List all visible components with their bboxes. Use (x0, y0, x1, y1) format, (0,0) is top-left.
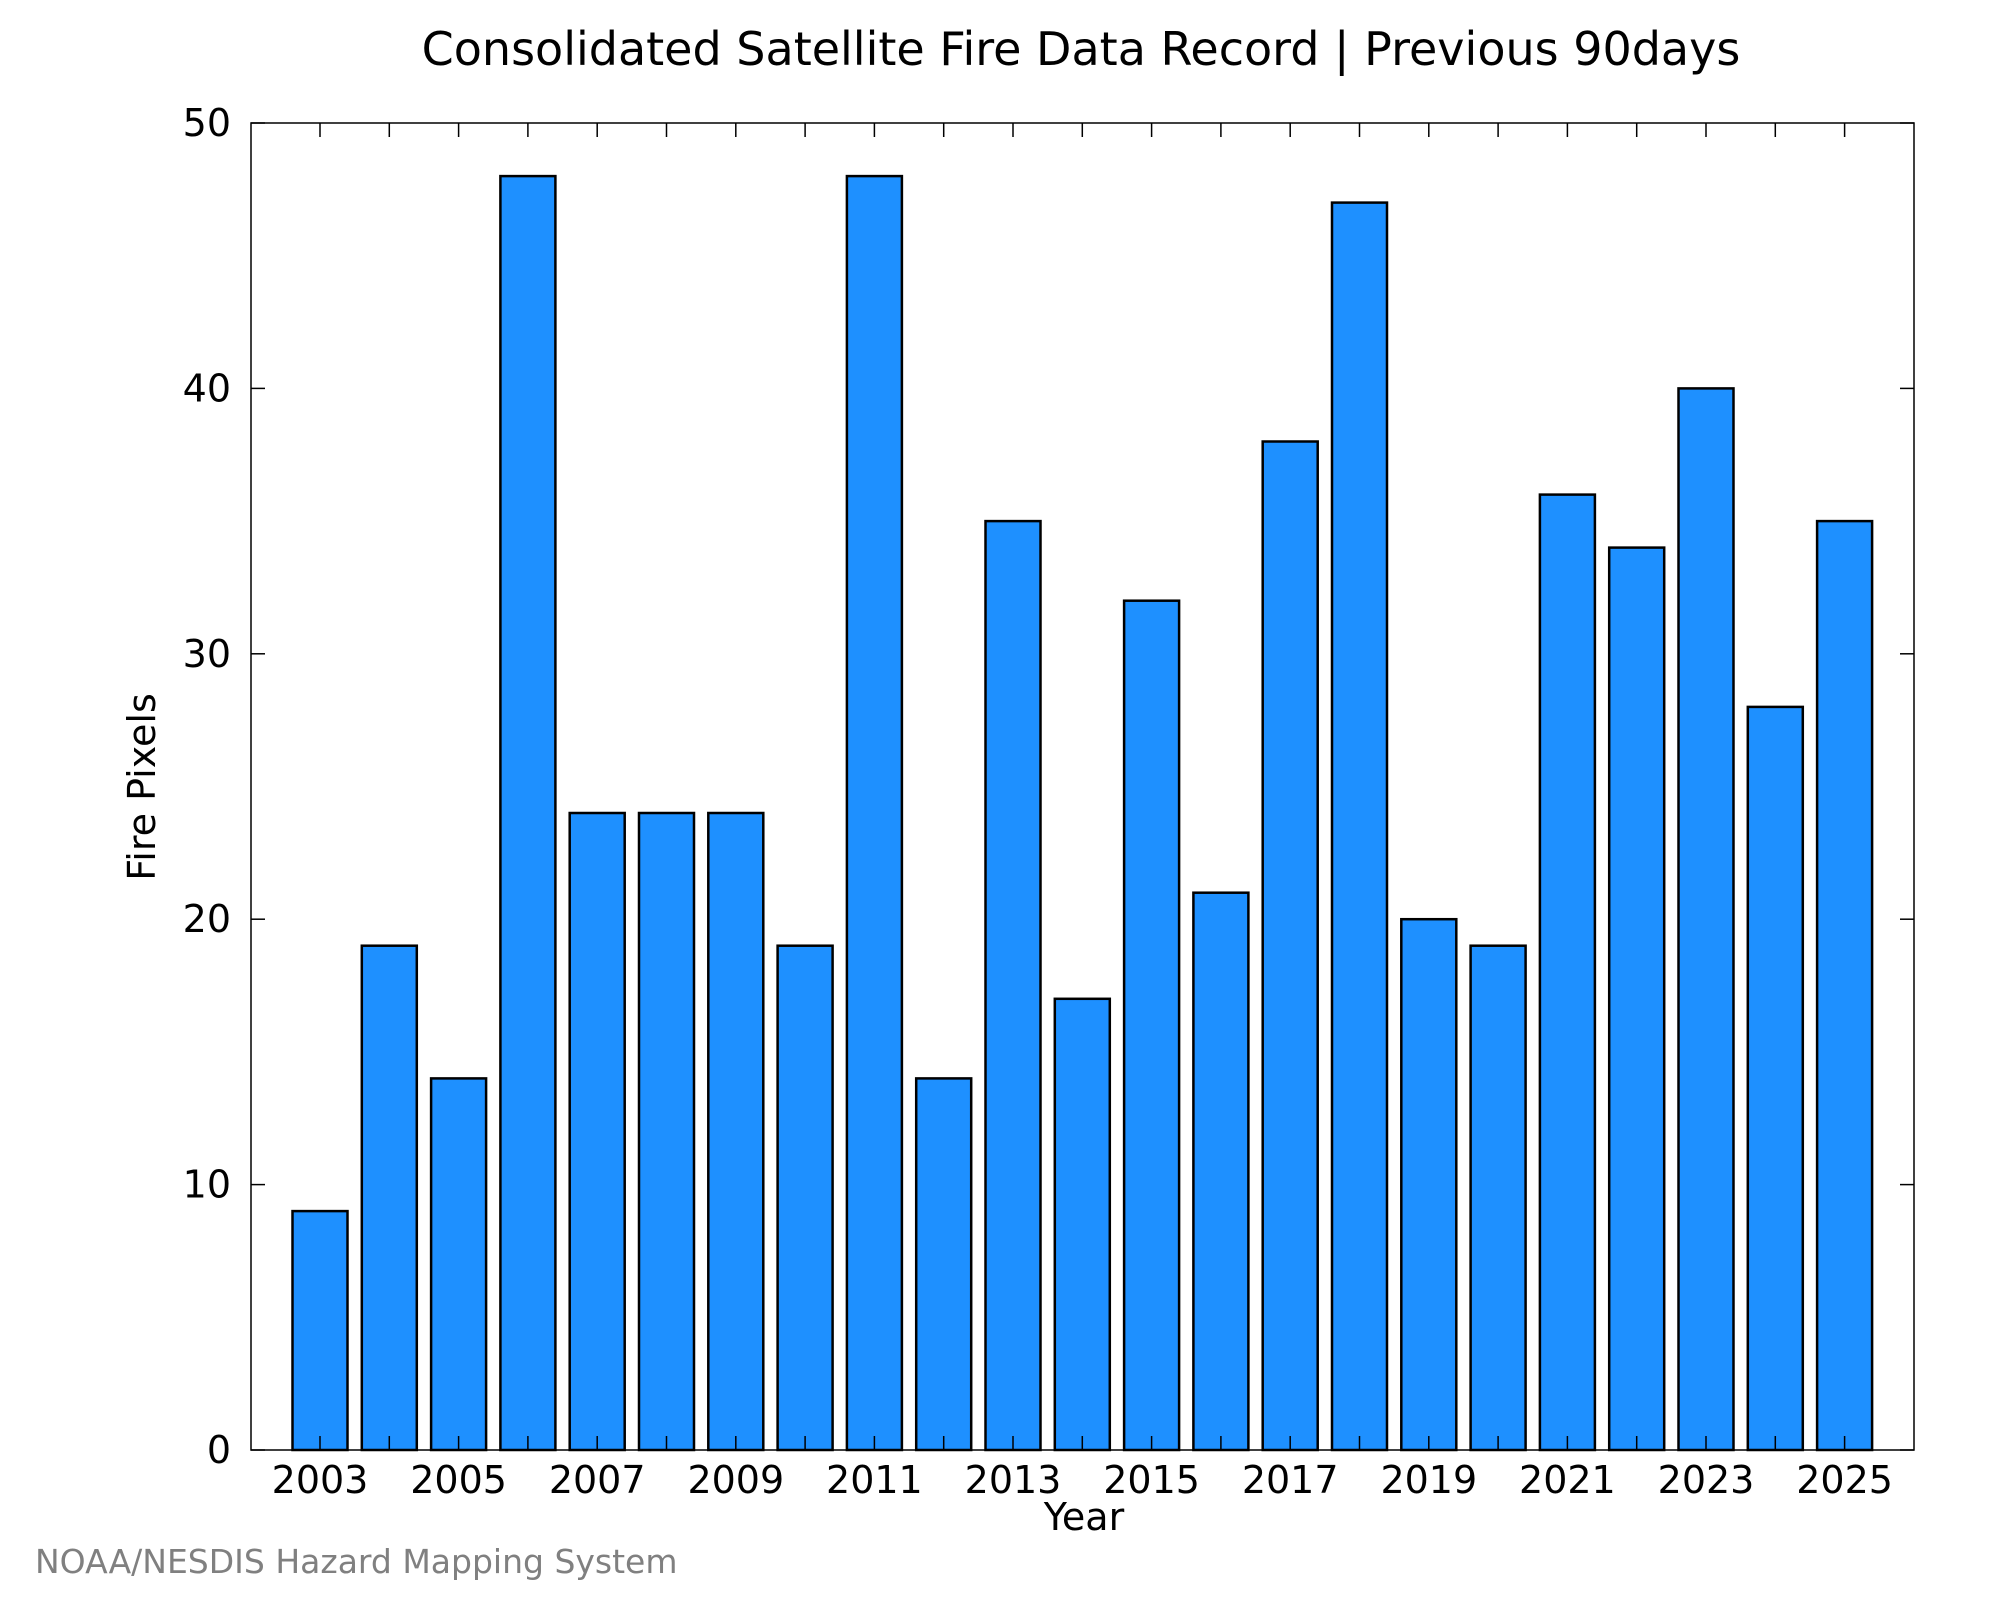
y-tick-label: 50 (183, 101, 231, 145)
bar-2023 (1677, 387, 1735, 1452)
bar-2010 (776, 944, 834, 1452)
bar-2009 (707, 811, 765, 1452)
x-axis-label: Year (1043, 1495, 1125, 1539)
x-tick-label: 2013 (965, 1458, 1062, 1502)
x-tick-labels: 2003 2005 2007 2009 2011 2013 2015 2017 2019 2021… (272, 1458, 1893, 1502)
bars-layer (291, 174, 1874, 1452)
bar-2016 (1192, 891, 1250, 1452)
y-tick-labels: 0 10 20 30 40 50 (183, 101, 231, 1472)
y-tick-label: 10 (183, 1163, 231, 1207)
bar-2018 (1330, 201, 1389, 1452)
x-tick-label: 2009 (687, 1458, 784, 1502)
x-tick-label: 2021 (1519, 1458, 1616, 1502)
x-tick-label: 2011 (826, 1458, 923, 1502)
bar-2003 (291, 1209, 349, 1452)
bar-2004 (360, 944, 419, 1452)
bar-2019 (1400, 917, 1458, 1452)
y-tick-label: 20 (183, 897, 231, 941)
bar-2015 (1122, 599, 1181, 1452)
x-tick-label: 2015 (1103, 1458, 1200, 1502)
bar-2020 (1469, 944, 1527, 1452)
bar-2014 (1053, 997, 1112, 1452)
bar-2008 (637, 811, 696, 1452)
ticks-layer (251, 122, 1914, 1451)
x-tick-label: 2025 (1796, 1458, 1893, 1502)
bar-2006 (499, 174, 557, 1452)
bar-2021 (1538, 493, 1597, 1452)
bar-2007 (568, 811, 626, 1452)
y-axis-label: Fire Pixels (120, 693, 164, 881)
y-tick-label: 40 (183, 366, 231, 410)
chart-title: Consolidated Satellite Fire Data Record … (422, 22, 1741, 77)
bar-2024 (1746, 705, 1805, 1452)
x-tick-label: 2017 (1242, 1458, 1339, 1502)
y-tick-label: 30 (183, 632, 231, 676)
bar-2017 (1261, 440, 1319, 1452)
bar-2025 (1815, 519, 1874, 1452)
bar-2022 (1607, 546, 1666, 1452)
bar-2011 (845, 174, 904, 1452)
bar-2012 (914, 1077, 973, 1452)
x-tick-label: 2023 (1658, 1458, 1755, 1502)
bar-2013 (984, 519, 1042, 1452)
x-tick-label: 2005 (410, 1458, 507, 1502)
x-tick-label: 2007 (549, 1458, 646, 1502)
source-credit: NOAA/NESDIS Hazard Mapping System (35, 1542, 678, 1581)
bar-2005 (429, 1077, 488, 1452)
x-tick-label: 2019 (1380, 1458, 1477, 1502)
y-tick-label: 0 (207, 1428, 231, 1472)
x-tick-label: 2003 (272, 1458, 369, 1502)
